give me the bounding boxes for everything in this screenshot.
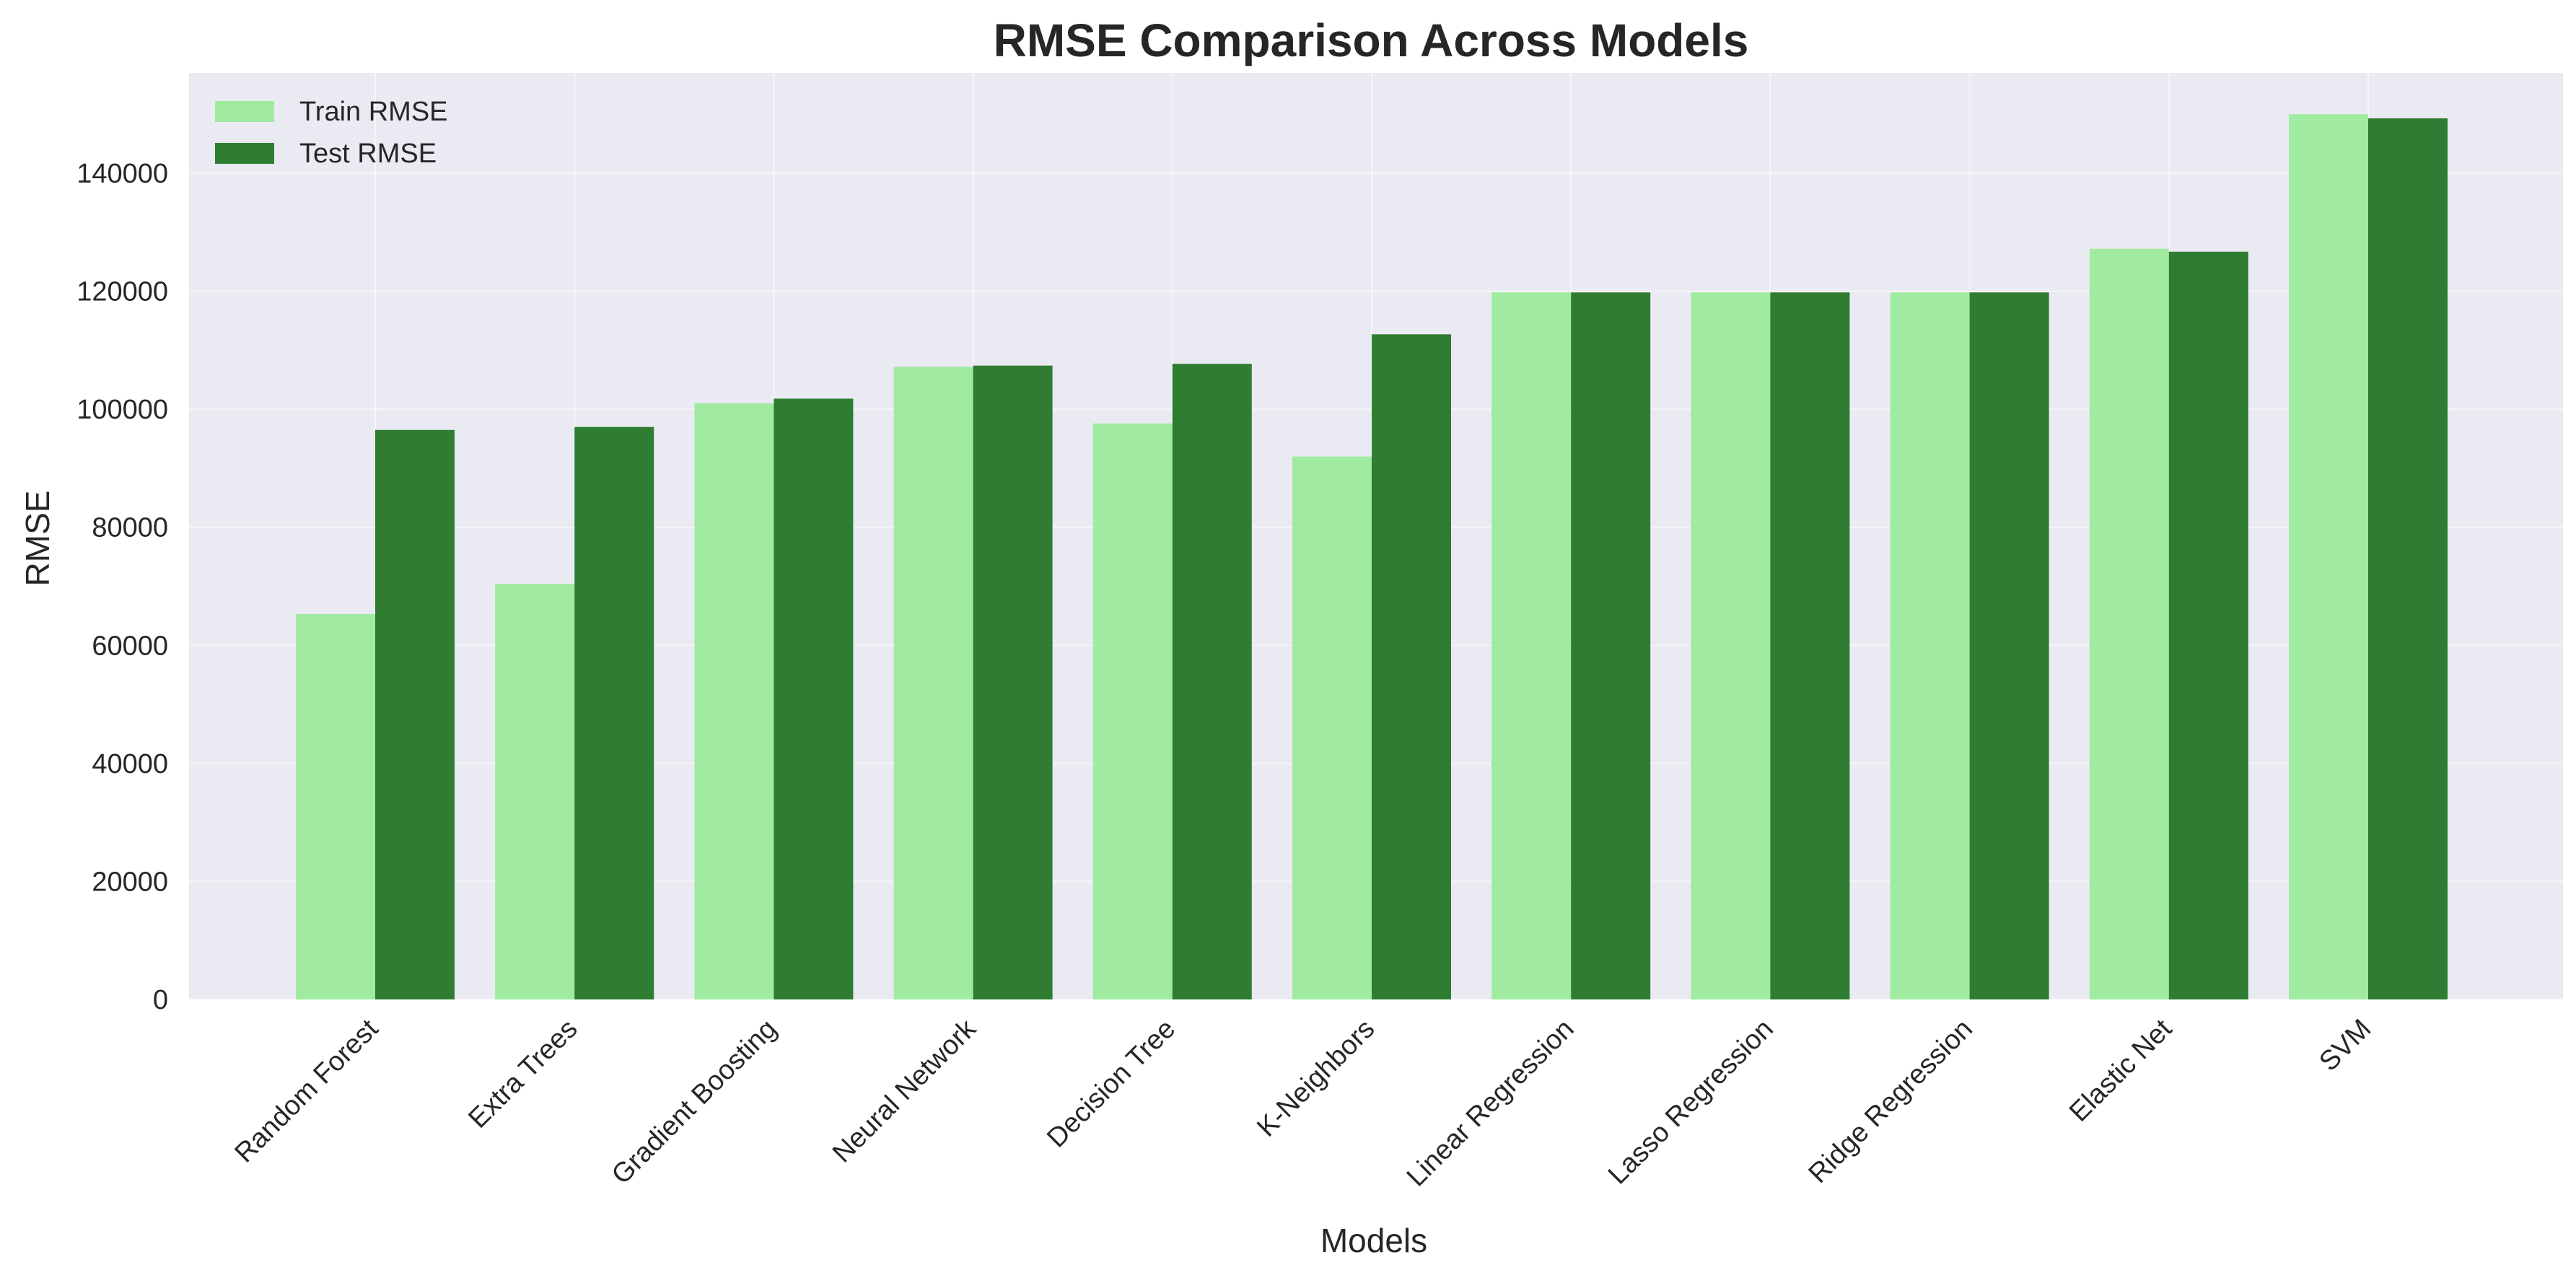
train-rmse-bar [694,403,774,999]
test-rmse-bar [1372,334,1451,999]
train-rmse-bar [1092,423,1173,999]
y-tick-label: 80000 [92,513,168,543]
y-axis-title: RMSE [19,491,56,587]
x-tick-label: Gradient Boosting [606,1014,783,1191]
legend-swatch-train [215,101,274,122]
y-tick-label: 60000 [92,631,168,661]
y-tick-label: 140000 [76,159,168,189]
y-tick-label: 0 [153,985,168,1015]
train-rmse-bar [1691,292,1771,1000]
x-tick-label: Neural Network [827,1013,983,1169]
y-tick-label: 40000 [92,749,168,779]
legend: Train RMSE Test RMSE [215,97,448,169]
x-tick-label: SVM [2313,1014,2377,1077]
test-rmse-bar [375,429,455,999]
y-tick-label: 20000 [92,867,168,897]
test-rmse-bar [1571,292,1651,1000]
x-tick-label: Extra Trees [463,1014,583,1134]
test-rmse-bar [2368,118,2448,999]
test-rmse-bar [973,365,1053,999]
train-rmse-bar [2289,114,2368,999]
legend-label-train: Train RMSE [299,97,448,127]
test-rmse-bar [2168,251,2248,999]
x-tick-label: Decision Tree [1041,1014,1181,1154]
x-axis-ticks: Random Forest Extra Trees Gradient Boostin… [229,1013,2377,1192]
legend-swatch-test [215,143,274,164]
train-rmse-bar [1491,292,1572,1000]
test-rmse-bar [1969,292,2049,1000]
test-rmse-bar [774,398,854,999]
test-rmse-bar [1770,292,1850,1000]
y-tick-label: 120000 [76,277,168,307]
train-rmse-bar [893,367,973,1000]
legend-label-test: Test RMSE [299,139,437,169]
test-rmse-bar [1172,364,1252,999]
chart-title: RMSE Comparison Across Models [994,14,1749,66]
y-tick-label: 100000 [76,395,168,425]
x-tick-label: Ridge Regression [1803,1014,1979,1189]
x-tick-label: Elastic Net [2064,1013,2178,1127]
test-rmse-bar [574,426,654,999]
bars [296,114,2448,1000]
train-rmse-bar [296,613,375,999]
x-tick-label: Random Forest [229,1013,384,1168]
train-rmse-bar [495,584,575,999]
x-tick-label: Lasso Regression [1603,1014,1779,1191]
y-axis-ticks: 0 20000 40000 60000 80000 100000 120000 140000 [76,159,168,1015]
train-rmse-bar [2089,248,2169,1000]
x-tick-label: Linear Regression [1401,1014,1580,1193]
x-tick-label: K-Neighbors [1251,1014,1380,1143]
train-rmse-bar [1890,292,1970,1000]
train-rmse-bar [1292,456,1372,999]
x-axis-title: Models [1320,1222,1427,1259]
